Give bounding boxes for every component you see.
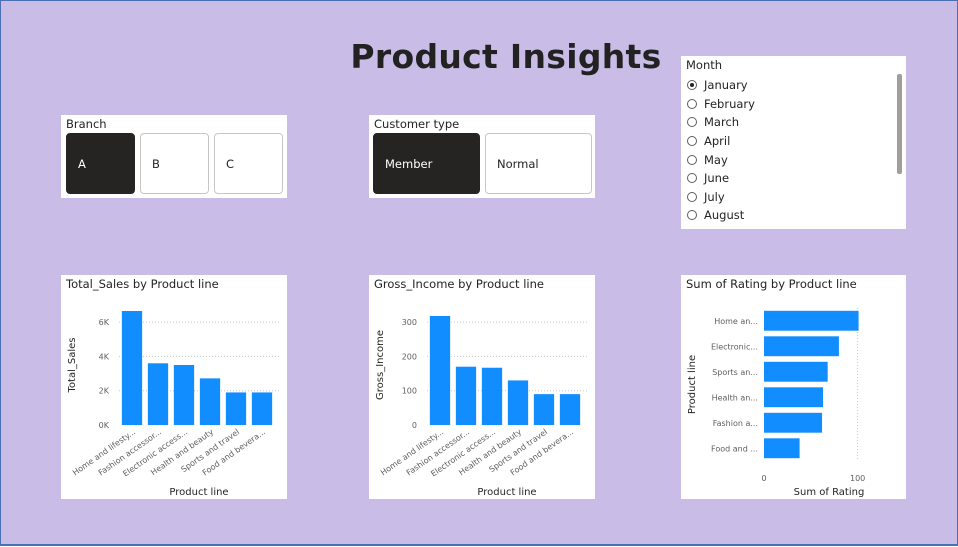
y-tick-label: Health an...	[712, 393, 758, 402]
bar	[764, 336, 839, 357]
month-slicer-scrollbar[interactable]	[897, 74, 902, 174]
bar	[559, 394, 581, 425]
customer-type-slicer-title: Customer type	[374, 117, 460, 131]
y-axis-title: Total_Sales	[67, 338, 78, 394]
x-axis-title: Product line	[477, 487, 536, 498]
customer-option-member[interactable]: Member	[373, 133, 480, 194]
page-title: Product Insights	[350, 37, 662, 76]
bar	[533, 394, 555, 425]
y-tick-label: Fashion a...	[713, 419, 758, 428]
chart-title: Gross_Income by Product line	[374, 277, 544, 291]
customer-option-normal[interactable]: Normal	[485, 133, 592, 194]
branch-option-label: B	[152, 156, 160, 171]
customer-type-slicer: Customer type Member Normal	[369, 115, 595, 198]
bar	[173, 365, 195, 425]
bar	[199, 378, 221, 425]
bar	[225, 392, 247, 425]
x-axis-title: Product line	[169, 487, 228, 498]
gross-income-chart: Gross_Income by Product line0100200300Ho…	[374, 277, 589, 498]
bar	[507, 380, 529, 425]
bar	[429, 315, 451, 425]
chart-title: Total_Sales by Product line	[65, 277, 219, 291]
radio-icon	[687, 210, 697, 220]
month-option-label: July	[704, 190, 725, 204]
radio-icon	[687, 136, 697, 146]
month-option-may[interactable]: May	[687, 151, 728, 169]
y-tick-label: Sports an...	[712, 368, 758, 377]
month-option-label: June	[704, 171, 730, 185]
y-axis-title: Product line	[687, 355, 698, 414]
radio-icon	[687, 99, 697, 109]
month-option-february[interactable]: February	[687, 95, 755, 113]
bar	[251, 392, 273, 425]
month-option-label: May	[704, 153, 728, 167]
bar	[121, 311, 143, 425]
y-tick-label: 6K	[99, 318, 110, 327]
customer-option-label: Member	[385, 156, 433, 171]
month-slicer: Month January February March April May J…	[681, 56, 906, 229]
month-option-label: March	[704, 115, 740, 129]
branch-slicer-title: Branch	[66, 117, 107, 131]
month-option-label: January	[704, 78, 748, 92]
radio-icon	[687, 117, 697, 127]
month-option-august[interactable]: August	[687, 206, 744, 224]
bar	[764, 310, 859, 331]
bar	[147, 363, 169, 425]
bar	[764, 361, 828, 382]
bar	[455, 366, 477, 425]
branch-option-label: C	[226, 156, 235, 171]
month-option-january[interactable]: January	[687, 76, 748, 94]
radio-icon	[687, 192, 697, 202]
month-slicer-title: Month	[686, 58, 723, 72]
branch-option-a[interactable]: A	[66, 133, 135, 194]
y-tick-label: 2K	[99, 387, 110, 396]
total-sales-chart-card: Total_Sales by Product line 0K 2K 4K 6K Home …	[61, 275, 287, 499]
customer-option-label: Normal	[497, 156, 539, 171]
month-option-july[interactable]: July	[687, 188, 725, 206]
month-option-label: February	[704, 97, 755, 111]
bar	[481, 367, 503, 425]
bar	[764, 387, 823, 408]
month-option-april[interactable]: April	[687, 132, 730, 150]
y-tick-label: Electronic...	[711, 342, 758, 351]
gross-income-chart-card: Gross_Income by Product line 0 100 200 300 Ho…	[369, 275, 595, 499]
radio-checked-icon	[687, 80, 697, 90]
y-tick-label: Home an...	[714, 317, 758, 326]
y-tick-label: 0K	[99, 421, 110, 430]
y-tick-label: 100	[402, 387, 417, 396]
y-tick-label: 4K	[99, 352, 110, 361]
bar	[764, 438, 800, 459]
branch-option-label: A	[78, 156, 86, 171]
y-tick-label: Food and ...	[711, 444, 758, 453]
month-option-june[interactable]: June	[687, 169, 729, 187]
month-option-march[interactable]: March	[687, 113, 739, 131]
bar	[764, 412, 823, 433]
x-tick-label: 100	[850, 474, 865, 483]
rating-chart: Sum of Rating by Product line 0 100 Home an…	[686, 277, 865, 498]
rating-chart-card: Sum of Rating by Product line 0 100 Home an…	[681, 275, 906, 499]
y-axis-title: Gross_Income	[375, 330, 386, 400]
x-tick-label: 0	[761, 474, 766, 483]
month-option-label: April	[704, 134, 731, 148]
radio-icon	[687, 173, 697, 183]
total-sales-chart: Total_Sales by Product line0K2K4K6KHome …	[65, 277, 281, 498]
chart-title: Sum of Rating by Product line	[686, 277, 857, 291]
branch-option-b[interactable]: B	[140, 133, 209, 194]
x-axis-title: Sum of Rating	[794, 487, 865, 498]
branch-option-c[interactable]: C	[214, 133, 283, 194]
branch-slicer: Branch A B C	[61, 115, 287, 198]
month-option-label: August	[704, 208, 745, 222]
radio-icon	[687, 155, 697, 165]
y-tick-label: 200	[402, 352, 417, 361]
y-tick-label: 300	[402, 318, 417, 327]
y-tick-label: 0	[412, 421, 417, 430]
